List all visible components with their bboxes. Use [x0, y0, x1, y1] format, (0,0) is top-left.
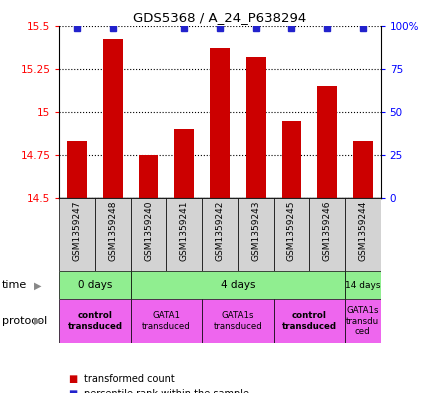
Text: GSM1359244: GSM1359244: [358, 201, 367, 261]
Text: time: time: [2, 280, 27, 290]
Bar: [202, 198, 238, 271]
Bar: [345, 271, 381, 299]
Bar: [175, 129, 194, 198]
Bar: [95, 198, 131, 271]
Text: control
transduced: control transduced: [68, 311, 123, 331]
Bar: [139, 155, 158, 198]
Text: GATA1s
transdu
ced: GATA1s transdu ced: [346, 306, 379, 336]
Bar: [345, 299, 381, 343]
Text: transformed count: transformed count: [84, 374, 174, 384]
Text: GSM1359242: GSM1359242: [216, 201, 224, 261]
Text: ▶: ▶: [33, 280, 41, 290]
Bar: [67, 141, 87, 198]
Bar: [59, 271, 131, 299]
Bar: [282, 121, 301, 198]
Bar: [309, 198, 345, 271]
Text: GSM1359247: GSM1359247: [73, 201, 82, 261]
Bar: [131, 198, 166, 271]
Bar: [103, 39, 123, 198]
Text: protocol: protocol: [2, 316, 48, 326]
Bar: [59, 299, 131, 343]
Text: GSM1359245: GSM1359245: [287, 201, 296, 261]
Text: ■: ■: [68, 374, 77, 384]
Bar: [317, 86, 337, 198]
Text: 4 days: 4 days: [220, 280, 255, 290]
Text: 14 days: 14 days: [345, 281, 381, 290]
Text: GATA1s
transduced: GATA1s transduced: [213, 311, 262, 331]
Bar: [345, 198, 381, 271]
Text: GATA1
transduced: GATA1 transduced: [142, 311, 191, 331]
Text: 0 days: 0 days: [78, 280, 112, 290]
Text: GSM1359248: GSM1359248: [108, 201, 117, 261]
Bar: [246, 57, 265, 198]
Text: GSM1359243: GSM1359243: [251, 201, 260, 261]
Bar: [238, 198, 274, 271]
Bar: [274, 198, 309, 271]
Text: control
transduced: control transduced: [282, 311, 337, 331]
Text: GSM1359246: GSM1359246: [323, 201, 332, 261]
Bar: [131, 271, 345, 299]
Text: GSM1359240: GSM1359240: [144, 201, 153, 261]
Text: percentile rank within the sample: percentile rank within the sample: [84, 389, 249, 393]
Bar: [210, 48, 230, 198]
Bar: [353, 141, 373, 198]
Title: GDS5368 / A_24_P638294: GDS5368 / A_24_P638294: [133, 11, 307, 24]
Bar: [274, 299, 345, 343]
Text: GSM1359241: GSM1359241: [180, 201, 189, 261]
Bar: [131, 299, 202, 343]
Bar: [166, 198, 202, 271]
Text: ■: ■: [68, 389, 77, 393]
Bar: [202, 299, 274, 343]
Text: ▶: ▶: [33, 316, 41, 326]
Bar: [59, 198, 95, 271]
